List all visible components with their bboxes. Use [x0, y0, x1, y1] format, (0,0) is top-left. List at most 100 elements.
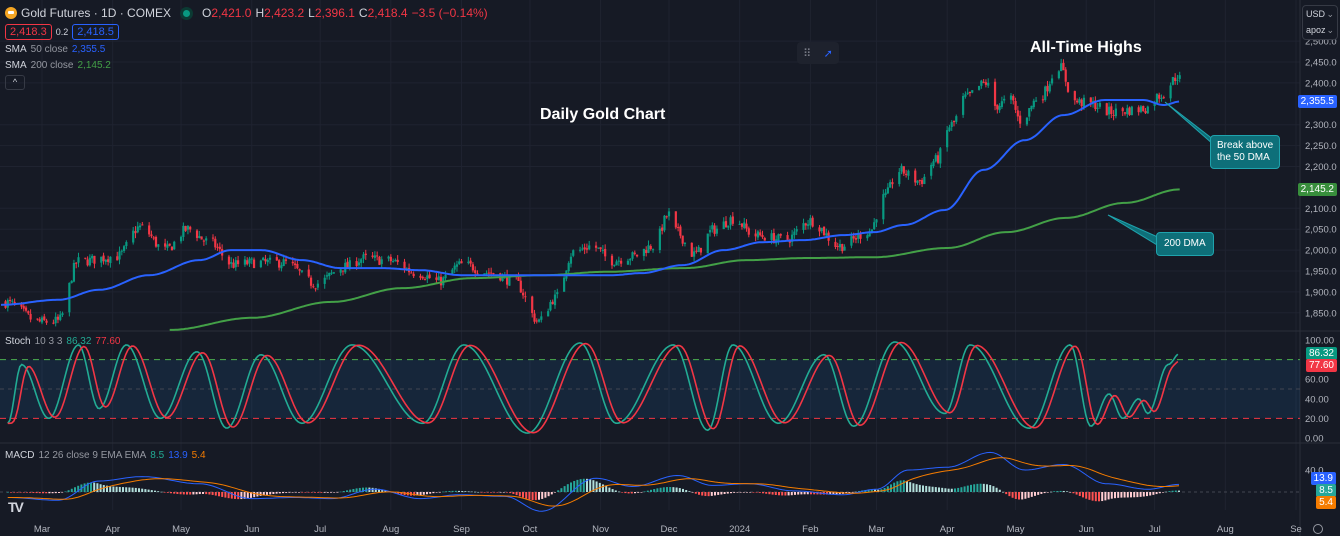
macd-legend[interactable]: MACD 12 26 close 9 EMA EMA 8.5 13.9 5.4 — [5, 450, 206, 461]
macd-histogram-bar — [77, 485, 80, 492]
macd-histogram-bar — [362, 487, 364, 492]
sma50-price-label: 2,355.5 — [1297, 95, 1337, 108]
macd-histogram-bar — [192, 492, 195, 495]
candle-body — [132, 230, 135, 243]
macd-histogram-bar — [902, 480, 905, 492]
candle-body — [649, 246, 652, 250]
candle-body — [154, 236, 158, 247]
macd-histogram-bar — [1107, 492, 1110, 500]
sell-button[interactable]: 2,418.3 — [5, 24, 52, 40]
buy-button[interactable]: 2,418.5 — [72, 24, 119, 40]
sma200-legend[interactable]: SMA 200 close 2,145.2 — [5, 60, 111, 71]
candle-body — [88, 257, 91, 266]
candle-body — [713, 225, 716, 234]
macd-histogram-bar — [349, 489, 352, 492]
candle-body — [54, 316, 57, 324]
sma200-line — [169, 188, 1180, 331]
time-tick-label: Apr — [105, 524, 120, 535]
macd-histogram-bar — [618, 491, 620, 493]
currency-selector[interactable]: USD ⌄ apoz ⌄ — [1302, 5, 1338, 40]
macd-histogram-bar — [51, 492, 54, 494]
macd-histogram-bar — [1075, 492, 1078, 495]
macd-histogram-bar — [230, 492, 233, 499]
candle-body — [761, 235, 764, 238]
candle-body — [795, 229, 798, 232]
candle-body — [1078, 98, 1081, 103]
currency-dropdown[interactable]: USD ⌄ — [1303, 6, 1337, 22]
candle-body — [451, 269, 454, 274]
macd-histogram-bar — [531, 492, 534, 501]
price-tick-label: 1,950.0 — [1305, 267, 1337, 278]
callout-pointer — [1107, 214, 1163, 250]
macd-histogram-bar — [742, 492, 745, 493]
callout-line: the 50 DMA — [1217, 152, 1270, 163]
symbol-title[interactable]: Gold Futures · 1D · COMEX — [21, 6, 172, 20]
stoch-legend[interactable]: Stoch 10 3 3 86.32 77.60 — [5, 336, 121, 347]
callout-pointers — [1107, 101, 1223, 250]
candle-body — [278, 260, 281, 268]
sma50-legend[interactable]: SMA 50 close 2,355.5 — [5, 44, 106, 55]
macd-histogram-bar — [240, 492, 243, 500]
candle-body — [1176, 79, 1179, 81]
macd-histogram-bar — [662, 487, 665, 492]
annotation-all-time-highs[interactable]: All-Time Highs — [1030, 39, 1142, 56]
macd-histogram-bar — [16, 492, 19, 493]
cursor-arrow-icon[interactable]: ➚ — [823, 47, 833, 60]
macd-histogram-bar — [586, 478, 588, 492]
callout-200dma[interactable]: 200 DMA — [1156, 232, 1214, 256]
macd-histogram-bar — [358, 487, 361, 492]
price-change: −3.5 (−0.14%) — [411, 6, 488, 20]
price-tick-label: 1,850.0 — [1305, 308, 1337, 319]
macd-histogram-bar — [688, 491, 691, 492]
candle-body — [854, 238, 858, 240]
unit-dropdown[interactable]: apoz ⌄ — [1303, 22, 1337, 38]
macd-histogram-bar — [736, 492, 739, 493]
macd-histogram-bar — [285, 492, 288, 493]
sma50-line — [0, 99, 1180, 306]
floating-toolbar[interactable]: ⠿ ➚ — [797, 42, 839, 64]
tradingview-logo-icon[interactable]: TV — [8, 499, 24, 515]
annotation-daily-gold-chart[interactable]: Daily Gold Chart — [540, 106, 666, 123]
chevron-up-icon: ^ — [12, 77, 18, 87]
macd-histogram-bar — [445, 491, 448, 492]
macd-histogram-bar — [608, 487, 611, 492]
callout-break-50dma[interactable]: Break above the 50 DMA — [1210, 135, 1281, 169]
drag-handle-icon[interactable]: ⠿ — [803, 47, 812, 60]
macd-histogram-bar — [214, 492, 217, 496]
collapse-legend-button[interactable]: ^ — [5, 75, 25, 90]
candle-body — [1044, 86, 1047, 100]
macd-histogram-bar — [1101, 492, 1104, 502]
macd-histogram-bar — [458, 490, 460, 492]
stoch-tick-label: 0.00 — [1305, 434, 1324, 445]
candle-body — [759, 232, 762, 236]
candle-body — [1003, 98, 1006, 101]
candle-body — [754, 233, 757, 237]
candle-body — [232, 262, 235, 268]
macd-histogram-bar — [528, 492, 531, 500]
macd-histogram-bar — [1014, 492, 1017, 499]
candle-body — [964, 94, 967, 97]
price-tick-label: 2,300.0 — [1305, 120, 1337, 131]
macd-histogram-bar — [195, 492, 198, 495]
macd-histogram-bar — [787, 492, 790, 496]
macd-histogram-bar — [38, 492, 41, 494]
macd-label: 13.9 — [1310, 472, 1336, 485]
macd-histogram-bar — [915, 484, 918, 492]
macd-histogram-bar — [298, 492, 300, 493]
macd-histogram-bar — [118, 486, 121, 492]
candle-body — [578, 249, 582, 251]
macd-histogram-bar — [989, 485, 992, 492]
market-status-icon[interactable] — [183, 9, 191, 17]
candle-body — [280, 265, 283, 269]
callout-line: Break above — [1217, 140, 1274, 151]
candle-body — [86, 259, 89, 266]
candle-body — [189, 226, 192, 230]
macd-histogram-bar — [1011, 492, 1014, 498]
gear-icon[interactable] — [1313, 524, 1323, 534]
macd-histogram-bar — [134, 487, 137, 492]
candle-body — [20, 302, 23, 307]
candle-body — [1155, 93, 1159, 103]
macd-histogram-bar — [1069, 492, 1072, 493]
candle-body — [663, 215, 666, 231]
